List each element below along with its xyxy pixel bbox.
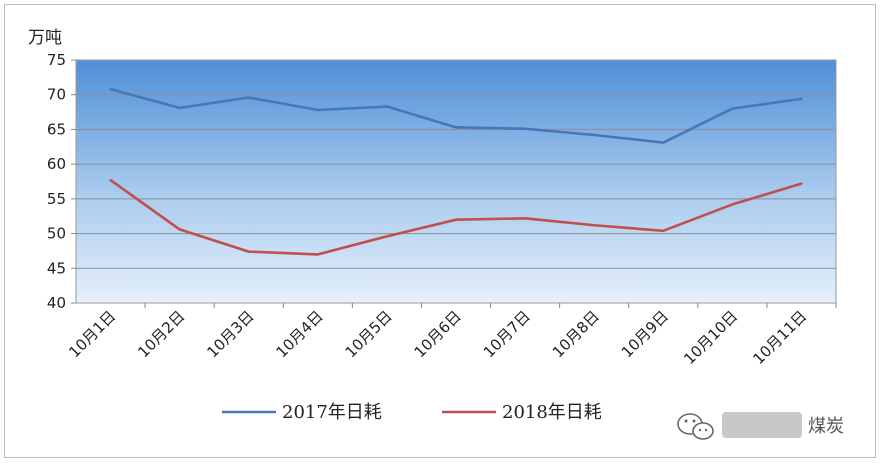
data-point [385, 105, 389, 108]
data-point [800, 97, 803, 101]
y-tick-label: 75 [47, 51, 66, 69]
x-tick-label: 10月2日 [134, 307, 188, 361]
y-tick-label: 60 [47, 155, 66, 173]
x-tick-label: 10月5日 [342, 307, 396, 361]
data-point [178, 228, 181, 231]
x-tick-label: 10月6日 [411, 307, 465, 361]
data-point [385, 235, 389, 238]
x-tick-label: 10月8日 [549, 307, 603, 361]
x-tick-label: 10月4日 [272, 307, 326, 361]
y-tick-label: 70 [47, 86, 66, 104]
data-point [109, 87, 112, 91]
x-tick-label: 10月7日 [480, 307, 534, 361]
y-tick-label: 55 [47, 190, 66, 208]
data-point [523, 217, 527, 220]
data-point [592, 133, 596, 137]
y-tick-label: 40 [47, 294, 66, 312]
data-point [247, 250, 250, 253]
data-point [592, 224, 596, 227]
x-tick-label: 10月3日 [203, 307, 257, 361]
data-point [316, 108, 320, 112]
y-tick-label: 50 [47, 225, 66, 243]
y-tick-label: 65 [47, 120, 66, 138]
data-point [800, 182, 803, 185]
data-point [731, 107, 734, 110]
data-point [662, 229, 665, 232]
legend-label: 2017年日耗 [282, 402, 382, 423]
data-point [316, 253, 320, 256]
y-axis-label: 万吨 [28, 28, 62, 48]
plot-area [75, 59, 837, 304]
y-tick-label: 45 [47, 259, 66, 277]
x-tick-label: 10月1日 [65, 307, 119, 361]
x-tick-label: 10月10日 [680, 307, 741, 368]
data-point [109, 178, 112, 182]
wechat-logo [677, 413, 714, 440]
data-point [454, 126, 458, 129]
data-point [731, 203, 734, 206]
legend-label: 2018年日耗 [502, 402, 602, 423]
data-point [247, 96, 250, 99]
data-point [454, 218, 458, 221]
x-tick-label: 10月11日 [749, 307, 810, 368]
data-point [662, 141, 665, 144]
data-point [178, 106, 181, 110]
data-point [523, 127, 527, 130]
watermark-text: 煤炭 [808, 416, 844, 437]
x-tick-label: 10月9日 [618, 307, 672, 361]
watermark-blur [722, 412, 802, 438]
